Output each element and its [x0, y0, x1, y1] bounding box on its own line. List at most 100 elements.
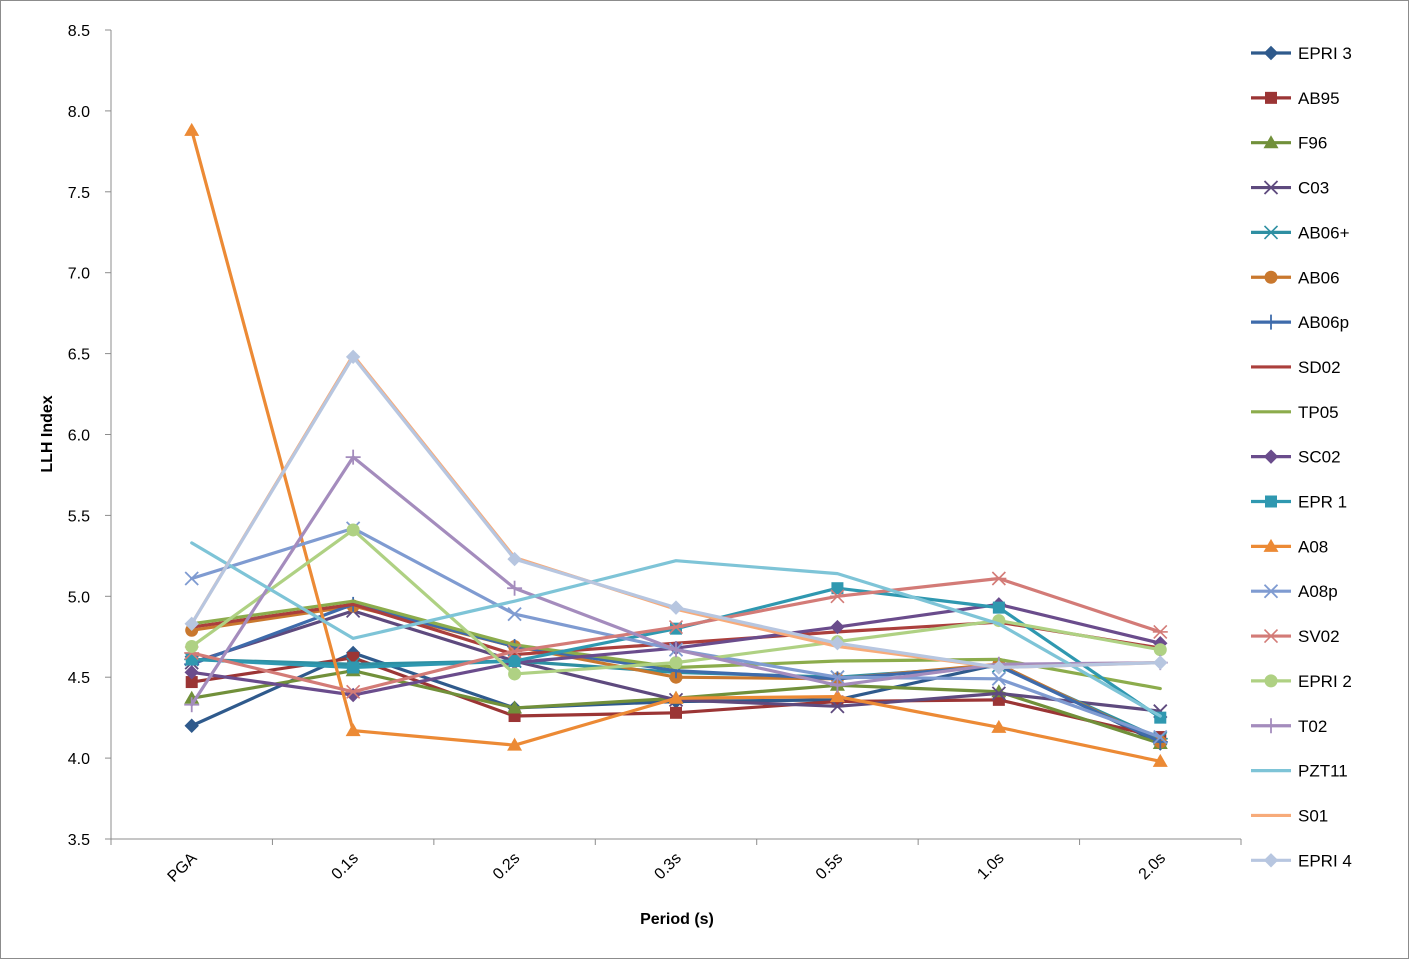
data-point: [507, 700, 523, 714]
data-point: [829, 589, 845, 604]
data-point: [184, 571, 199, 586]
legend: EPRI 3 AB95 F96 C03 AB06+ AB06 AB06p SD02 TP05 SC…: [1251, 44, 1352, 870]
legend-marker: [1263, 314, 1279, 330]
y-tick-label: 7.5: [68, 185, 90, 202]
data-point: [507, 580, 523, 596]
legend-entry: SC02: [1251, 448, 1341, 467]
data-point: [991, 671, 1006, 686]
data-point: [991, 719, 1007, 733]
legend-label: EPRI 4: [1298, 851, 1352, 870]
legend-label: AB95: [1298, 89, 1340, 108]
legend-label: AB06p: [1298, 313, 1349, 332]
data-point: [184, 665, 199, 680]
y-tick-label: 8.0: [68, 104, 90, 121]
legend-entry: EPRI 3: [1251, 44, 1352, 63]
data-point: [991, 686, 1006, 701]
data-point: [829, 677, 845, 693]
series-line: [190, 541, 1162, 718]
series-line: [190, 353, 1162, 670]
legend-label: PZT11: [1298, 762, 1348, 781]
legend-label: EPRI 3: [1298, 44, 1352, 63]
data-point: [668, 690, 684, 704]
legend-entry: EPRI 4: [1251, 851, 1352, 870]
data-point: [829, 689, 845, 703]
data-point: [668, 619, 684, 635]
data-point: [507, 551, 522, 567]
x-tick-label: 0.1s: [329, 850, 362, 883]
data-point: [508, 710, 521, 723]
legend-label: SD02: [1298, 358, 1341, 377]
x-tick-label: 0.2s: [490, 850, 523, 883]
y-tick-label: 5.0: [68, 589, 90, 606]
legend-marker: [1265, 91, 1277, 104]
legend-entry: SD02: [1251, 358, 1341, 377]
legend-label: SC02: [1298, 448, 1341, 467]
legend-label: A08: [1298, 537, 1328, 556]
legend-entry: C03: [1251, 179, 1329, 198]
series-pzt11: [190, 541, 1162, 718]
legend-marker: [1263, 449, 1279, 464]
data-point: [508, 655, 521, 668]
legend-label: EPR 1: [1298, 493, 1347, 512]
y-tick-label: 6.0: [68, 428, 90, 445]
data-point: [991, 660, 1007, 675]
y-tick-label: 4.5: [68, 670, 90, 687]
y-tick-label: 8.5: [68, 23, 90, 40]
data-point: [668, 600, 684, 615]
series-lines: [184, 122, 1168, 767]
data-point: [1152, 753, 1168, 767]
y-axis-title: LLH Index: [39, 395, 56, 472]
legend-label: T02: [1298, 717, 1327, 736]
data-point: [346, 523, 360, 537]
axes: 3.5 4.0 4.5 5.0 5.5 6.0 6.5 7.0 7.5 8.0 8.5 PGA 0.1s…: [68, 23, 1242, 886]
legend-label: SV02: [1298, 627, 1340, 646]
data-point: [669, 656, 683, 670]
legend-marker: [1263, 225, 1279, 240]
legend-entry: AB95: [1251, 89, 1340, 108]
legend-entry: EPR 1: [1251, 493, 1347, 512]
series-epri-4: [184, 349, 1168, 675]
legend-entry: A08: [1251, 537, 1328, 556]
data-point: [345, 449, 361, 465]
data-point: [830, 636, 845, 651]
legend-label: C03: [1298, 179, 1329, 198]
data-point: [992, 601, 1005, 614]
x-tick-label: 2.0s: [1136, 850, 1169, 883]
data-point: [508, 667, 522, 681]
data-point: [991, 571, 1007, 586]
legend-label: EPRI 2: [1298, 672, 1352, 691]
legend-entry: AB06p: [1251, 313, 1349, 332]
legend-entry: F96: [1251, 134, 1327, 153]
series-line: [190, 355, 1162, 670]
data-point: [345, 349, 361, 365]
x-tick-label: PGA: [165, 850, 201, 886]
series-a08: [184, 122, 1168, 767]
legend-label: TP05: [1298, 403, 1339, 422]
legend-marker: [1264, 270, 1278, 284]
legend-entry: T02: [1251, 717, 1327, 736]
legend-entry: TP05: [1251, 403, 1339, 422]
y-tick-label: 3.5: [68, 832, 90, 849]
legend-marker: [1265, 495, 1277, 508]
legend-marker: [1263, 180, 1279, 195]
legend-entry: AB06+: [1251, 223, 1350, 242]
legend-entry: EPRI 2: [1251, 672, 1352, 691]
legend-entry: A08p: [1251, 582, 1338, 601]
y-tick-label: 7.0: [68, 266, 90, 283]
x-tick-label: 1.0s: [974, 850, 1007, 883]
x-tick-label: 0.3s: [651, 850, 684, 883]
data-point: [184, 616, 199, 632]
legend-marker: [1264, 674, 1278, 688]
data-point: [668, 642, 684, 658]
data-point: [185, 676, 198, 689]
legend-marker: [1263, 538, 1279, 552]
x-tick-label: 0.5s: [813, 850, 846, 883]
data-point: [184, 697, 200, 713]
legend-marker: [1263, 584, 1279, 599]
legend-label: AB06+: [1298, 223, 1350, 242]
data-point: [184, 718, 199, 733]
data-point: [1153, 729, 1168, 745]
legend-marker: [1263, 718, 1279, 734]
